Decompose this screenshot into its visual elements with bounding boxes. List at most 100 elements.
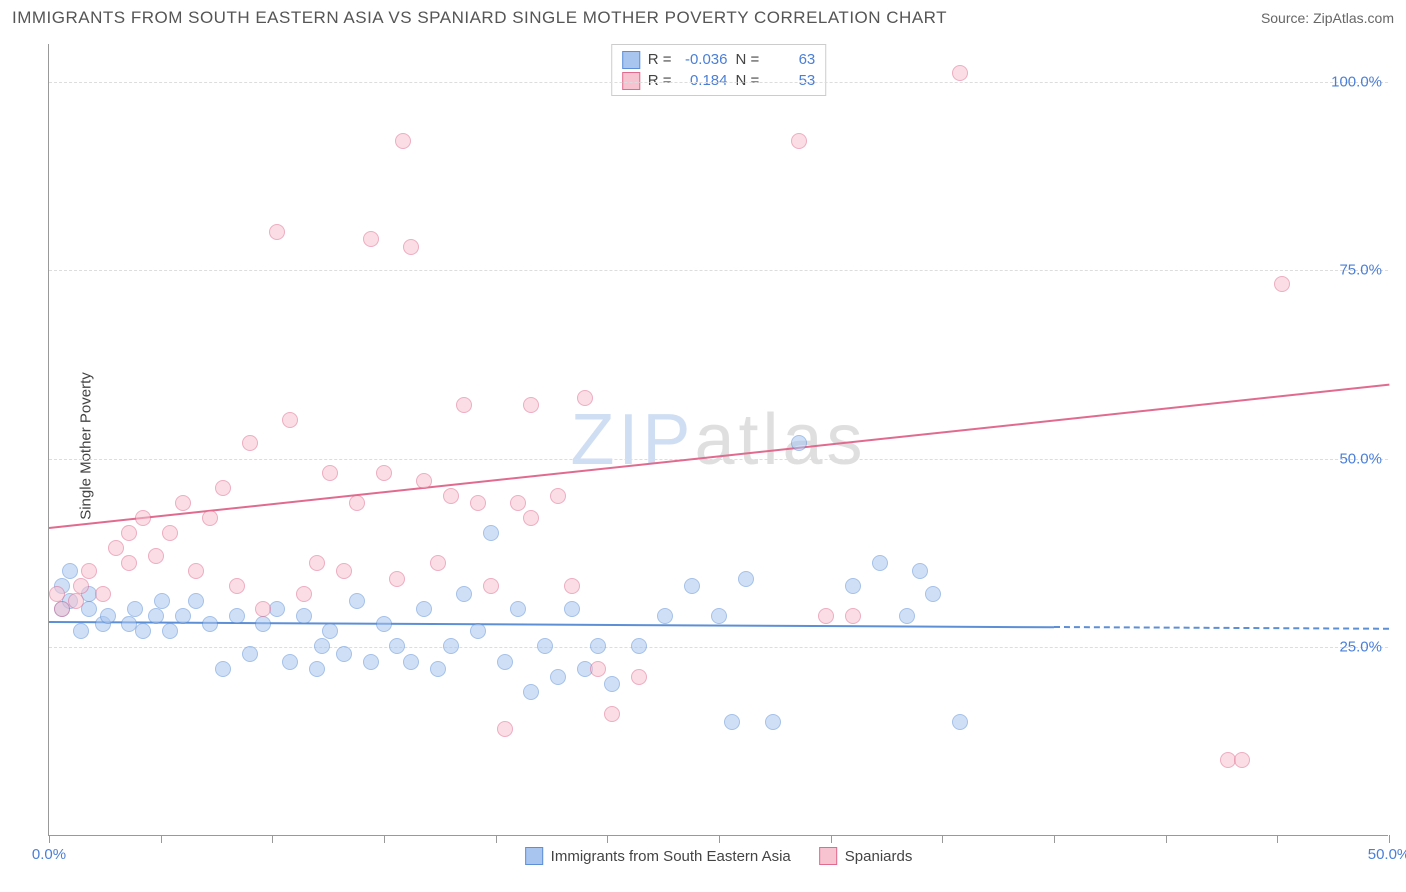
legend-row-series1: R = -0.036 N = 63 <box>622 49 816 70</box>
data-point <box>684 578 700 594</box>
data-point <box>175 608 191 624</box>
data-point <box>791 435 807 451</box>
legend-row-series2: R = 0.184 N = 53 <box>622 70 816 91</box>
data-point <box>470 623 486 639</box>
chart-header: IMMIGRANTS FROM SOUTH EASTERN ASIA VS SP… <box>12 8 1394 28</box>
data-point <box>791 133 807 149</box>
data-point <box>296 586 312 602</box>
data-point <box>845 578 861 594</box>
data-point <box>81 601 97 617</box>
data-point <box>282 654 298 670</box>
data-point <box>523 684 539 700</box>
data-point <box>845 608 861 624</box>
data-point <box>604 706 620 722</box>
y-tick-label: 50.0% <box>1339 450 1382 467</box>
data-point <box>322 623 338 639</box>
data-point <box>376 616 392 632</box>
data-point <box>912 563 928 579</box>
swatch-series1 <box>622 51 640 69</box>
data-point <box>765 714 781 730</box>
data-point <box>296 608 312 624</box>
data-point <box>121 525 137 541</box>
data-point <box>376 465 392 481</box>
data-point <box>202 510 218 526</box>
data-point <box>127 601 143 617</box>
data-point <box>242 646 258 662</box>
data-point <box>523 510 539 526</box>
data-point <box>564 601 580 617</box>
data-point <box>148 608 164 624</box>
legend-item-series1: Immigrants from South Eastern Asia <box>525 847 791 865</box>
data-point <box>395 133 411 149</box>
data-point <box>309 661 325 677</box>
x-tick-mark <box>1054 835 1055 843</box>
data-point <box>631 669 647 685</box>
trendline <box>49 383 1389 528</box>
data-point <box>81 563 97 579</box>
data-point <box>738 571 754 587</box>
data-point <box>604 676 620 692</box>
data-point <box>282 412 298 428</box>
x-tick-mark <box>161 835 162 843</box>
scatter-plot-area: ZIPatlas R = -0.036 N = 63 R = 0.184 N =… <box>48 44 1388 836</box>
data-point <box>925 586 941 602</box>
data-point <box>73 623 89 639</box>
data-point <box>1274 276 1290 292</box>
data-point <box>49 586 65 602</box>
x-tick-mark <box>272 835 273 843</box>
data-point <box>135 623 151 639</box>
data-point <box>818 608 834 624</box>
y-tick-label: 100.0% <box>1331 73 1382 90</box>
chart-title: IMMIGRANTS FROM SOUTH EASTERN ASIA VS SP… <box>12 8 947 28</box>
data-point <box>162 623 178 639</box>
data-point <box>470 495 486 511</box>
x-tick-mark <box>1389 835 1390 843</box>
data-point <box>100 608 116 624</box>
data-point <box>389 571 405 587</box>
data-point <box>349 593 365 609</box>
data-point <box>430 661 446 677</box>
data-point <box>899 608 915 624</box>
y-tick-label: 25.0% <box>1339 639 1382 656</box>
x-tick-mark <box>1166 835 1167 843</box>
x-tick-mark <box>496 835 497 843</box>
x-tick-mark <box>831 835 832 843</box>
x-tick-mark <box>719 835 720 843</box>
data-point <box>162 525 178 541</box>
data-point <box>202 616 218 632</box>
data-point <box>952 65 968 81</box>
legend-item-series2: Spaniards <box>819 847 913 865</box>
data-point <box>483 525 499 541</box>
data-point <box>483 578 499 594</box>
x-tick-mark <box>942 835 943 843</box>
data-point <box>255 601 271 617</box>
data-point <box>497 721 513 737</box>
data-point <box>322 465 338 481</box>
data-point <box>564 578 580 594</box>
trendline-extension <box>1054 626 1389 630</box>
x-tick-mark <box>1277 835 1278 843</box>
data-point <box>416 601 432 617</box>
data-point <box>724 714 740 730</box>
data-point <box>229 608 245 624</box>
gridline <box>49 82 1388 83</box>
data-point <box>73 578 89 594</box>
chart-source: Source: ZipAtlas.com <box>1261 10 1394 26</box>
data-point <box>62 563 78 579</box>
data-point <box>550 488 566 504</box>
swatch-series2 <box>819 847 837 865</box>
data-point <box>443 638 459 654</box>
data-point <box>577 390 593 406</box>
gridline <box>49 270 1388 271</box>
data-point <box>121 555 137 571</box>
data-point <box>255 616 271 632</box>
data-point <box>872 555 888 571</box>
data-point <box>188 563 204 579</box>
data-point <box>510 601 526 617</box>
data-point <box>523 397 539 413</box>
data-point <box>416 473 432 489</box>
data-point <box>363 654 379 670</box>
data-point <box>175 495 191 511</box>
data-point <box>309 555 325 571</box>
data-point <box>590 638 606 654</box>
